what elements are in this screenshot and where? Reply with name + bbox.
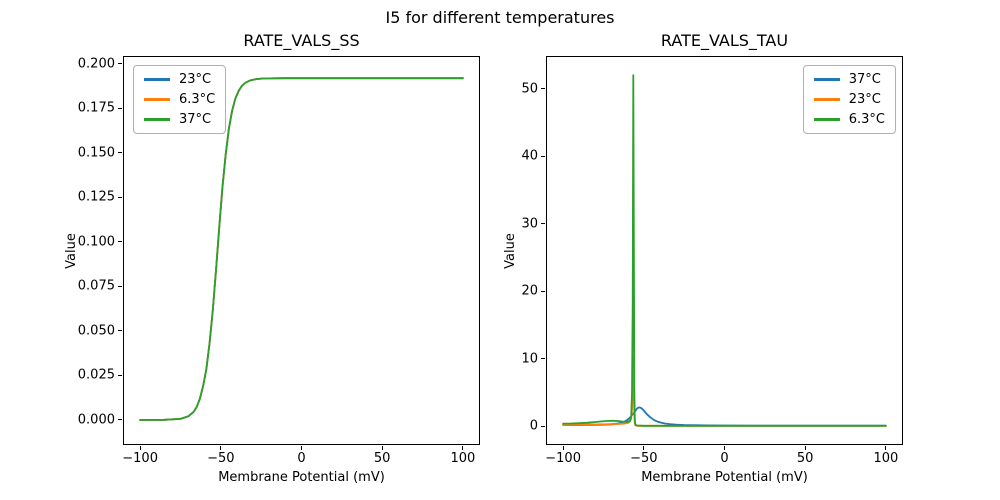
y-tick-mark (118, 330, 122, 332)
ss-legend-label-6-3c: 6.3°C (179, 92, 216, 107)
y-tick-label: 0.175 (77, 100, 115, 116)
axes-tau-title: RATE_VALS_TAU (660, 31, 789, 50)
y-tick-label: 0.025 (77, 367, 115, 383)
x-tick-mark (643, 446, 645, 450)
y-tick-label: 0.050 (77, 323, 115, 339)
tau-curves (562, 74, 887, 427)
tau-legend-line-blue (813, 78, 840, 81)
y-tick-mark (118, 107, 122, 109)
y-tick-label: 0.075 (77, 278, 115, 294)
ss-legend-line-blue (144, 78, 170, 81)
tau-legend-entry-6-3c: 6.3°C (813, 112, 885, 127)
x-tick-mark (885, 446, 887, 450)
figure-suptitle: I5 for different temperatures (385, 8, 615, 27)
y-tick-mark (118, 152, 122, 154)
y-tick-label: 0 (529, 418, 538, 434)
tau-yaxis-label: Value (503, 232, 518, 269)
axes-ss-title: RATE_VALS_SS (243, 31, 360, 50)
ss-legend-entry-23c: 23°C (144, 72, 215, 87)
tau-xaxis-label: Membrane Potential (mV) (641, 470, 808, 485)
y-tick-mark (541, 425, 545, 427)
ss-legend-entry-6-3c: 6.3°C (144, 92, 215, 107)
y-tick-label: 0.125 (77, 189, 115, 205)
y-tick-label: 50 (521, 81, 538, 97)
x-tick-mark (220, 446, 222, 450)
tau-legend-label-23c: 23°C (848, 92, 881, 107)
tau-legend-line-orange (813, 98, 840, 101)
tau-legend: 37°C 23°C 6.3°C (802, 65, 896, 134)
tau-legend-entry-23c: 23°C (813, 92, 885, 107)
tau-legend-label-6-3c: 6.3°C (848, 112, 885, 127)
y-tick-label: 20 (521, 283, 538, 299)
ss-legend-line-orange (144, 98, 170, 101)
tau-legend-label-37c: 37°C (848, 72, 881, 87)
ss-xaxis-label: Membrane Potential (mV) (218, 470, 385, 485)
y-tick-mark (541, 155, 545, 157)
series-line (562, 74, 887, 427)
x-tick-mark (139, 446, 141, 450)
x-tick-label: −100 (545, 451, 581, 466)
y-tick-mark (118, 241, 122, 243)
x-tick-label: 100 (450, 451, 476, 466)
ss-yaxis-label: Value (64, 232, 79, 269)
x-tick-label: −100 (122, 451, 158, 466)
x-tick-mark (804, 446, 806, 450)
ss-curves (139, 77, 464, 421)
tau-legend-line-green (813, 118, 840, 121)
axes-rate-vals-ss: RATE_VALS_SS Membrane Potential (mV) Val… (64, 31, 480, 485)
series-line (562, 406, 887, 427)
y-tick-label: 40 (521, 148, 538, 164)
y-tick-label: 30 (521, 216, 538, 232)
x-tick-label: −50 (630, 451, 658, 466)
x-tick-label: 100 (873, 451, 899, 466)
series-line (562, 355, 887, 427)
y-tick-label: 0.100 (77, 234, 115, 250)
y-tick-mark (541, 88, 545, 90)
x-tick-mark (562, 446, 564, 450)
y-tick-mark (541, 290, 545, 292)
y-tick-label: 0.150 (77, 145, 115, 161)
y-tick-mark (118, 374, 122, 376)
y-tick-mark (541, 358, 545, 360)
x-tick-label: 50 (796, 451, 814, 466)
y-tick-mark (118, 285, 122, 287)
x-tick-mark (462, 446, 464, 450)
axes-rate-vals-tau: RATE_VALS_TAU Membrane Potential (mV) Va… (503, 31, 903, 485)
ss-legend-line-green (144, 118, 170, 121)
x-tick-mark (381, 446, 383, 450)
y-tick-mark (541, 223, 545, 225)
y-tick-mark (118, 196, 122, 198)
series-line (139, 77, 464, 421)
y-tick-label: 0.000 (77, 412, 115, 428)
ss-legend-label-37c: 37°C (179, 112, 212, 127)
x-tick-label: 0 (297, 451, 306, 466)
x-tick-mark (724, 446, 725, 450)
x-tick-label: −50 (207, 451, 235, 466)
y-tick-label: 0.200 (77, 56, 115, 72)
x-tick-label: 0 (720, 451, 729, 466)
y-tick-mark (118, 63, 122, 65)
ss-legend: 23°C 6.3°C 37°C (133, 65, 227, 134)
x-tick-label: 50 (373, 451, 391, 466)
x-tick-mark (301, 446, 302, 450)
y-tick-mark (118, 419, 122, 421)
ss-legend-entry-37c: 37°C (144, 112, 215, 127)
y-tick-label: 10 (521, 351, 538, 367)
tau-legend-entry-37c: 37°C (813, 72, 885, 87)
ss-legend-label-23c: 23°C (179, 72, 212, 87)
